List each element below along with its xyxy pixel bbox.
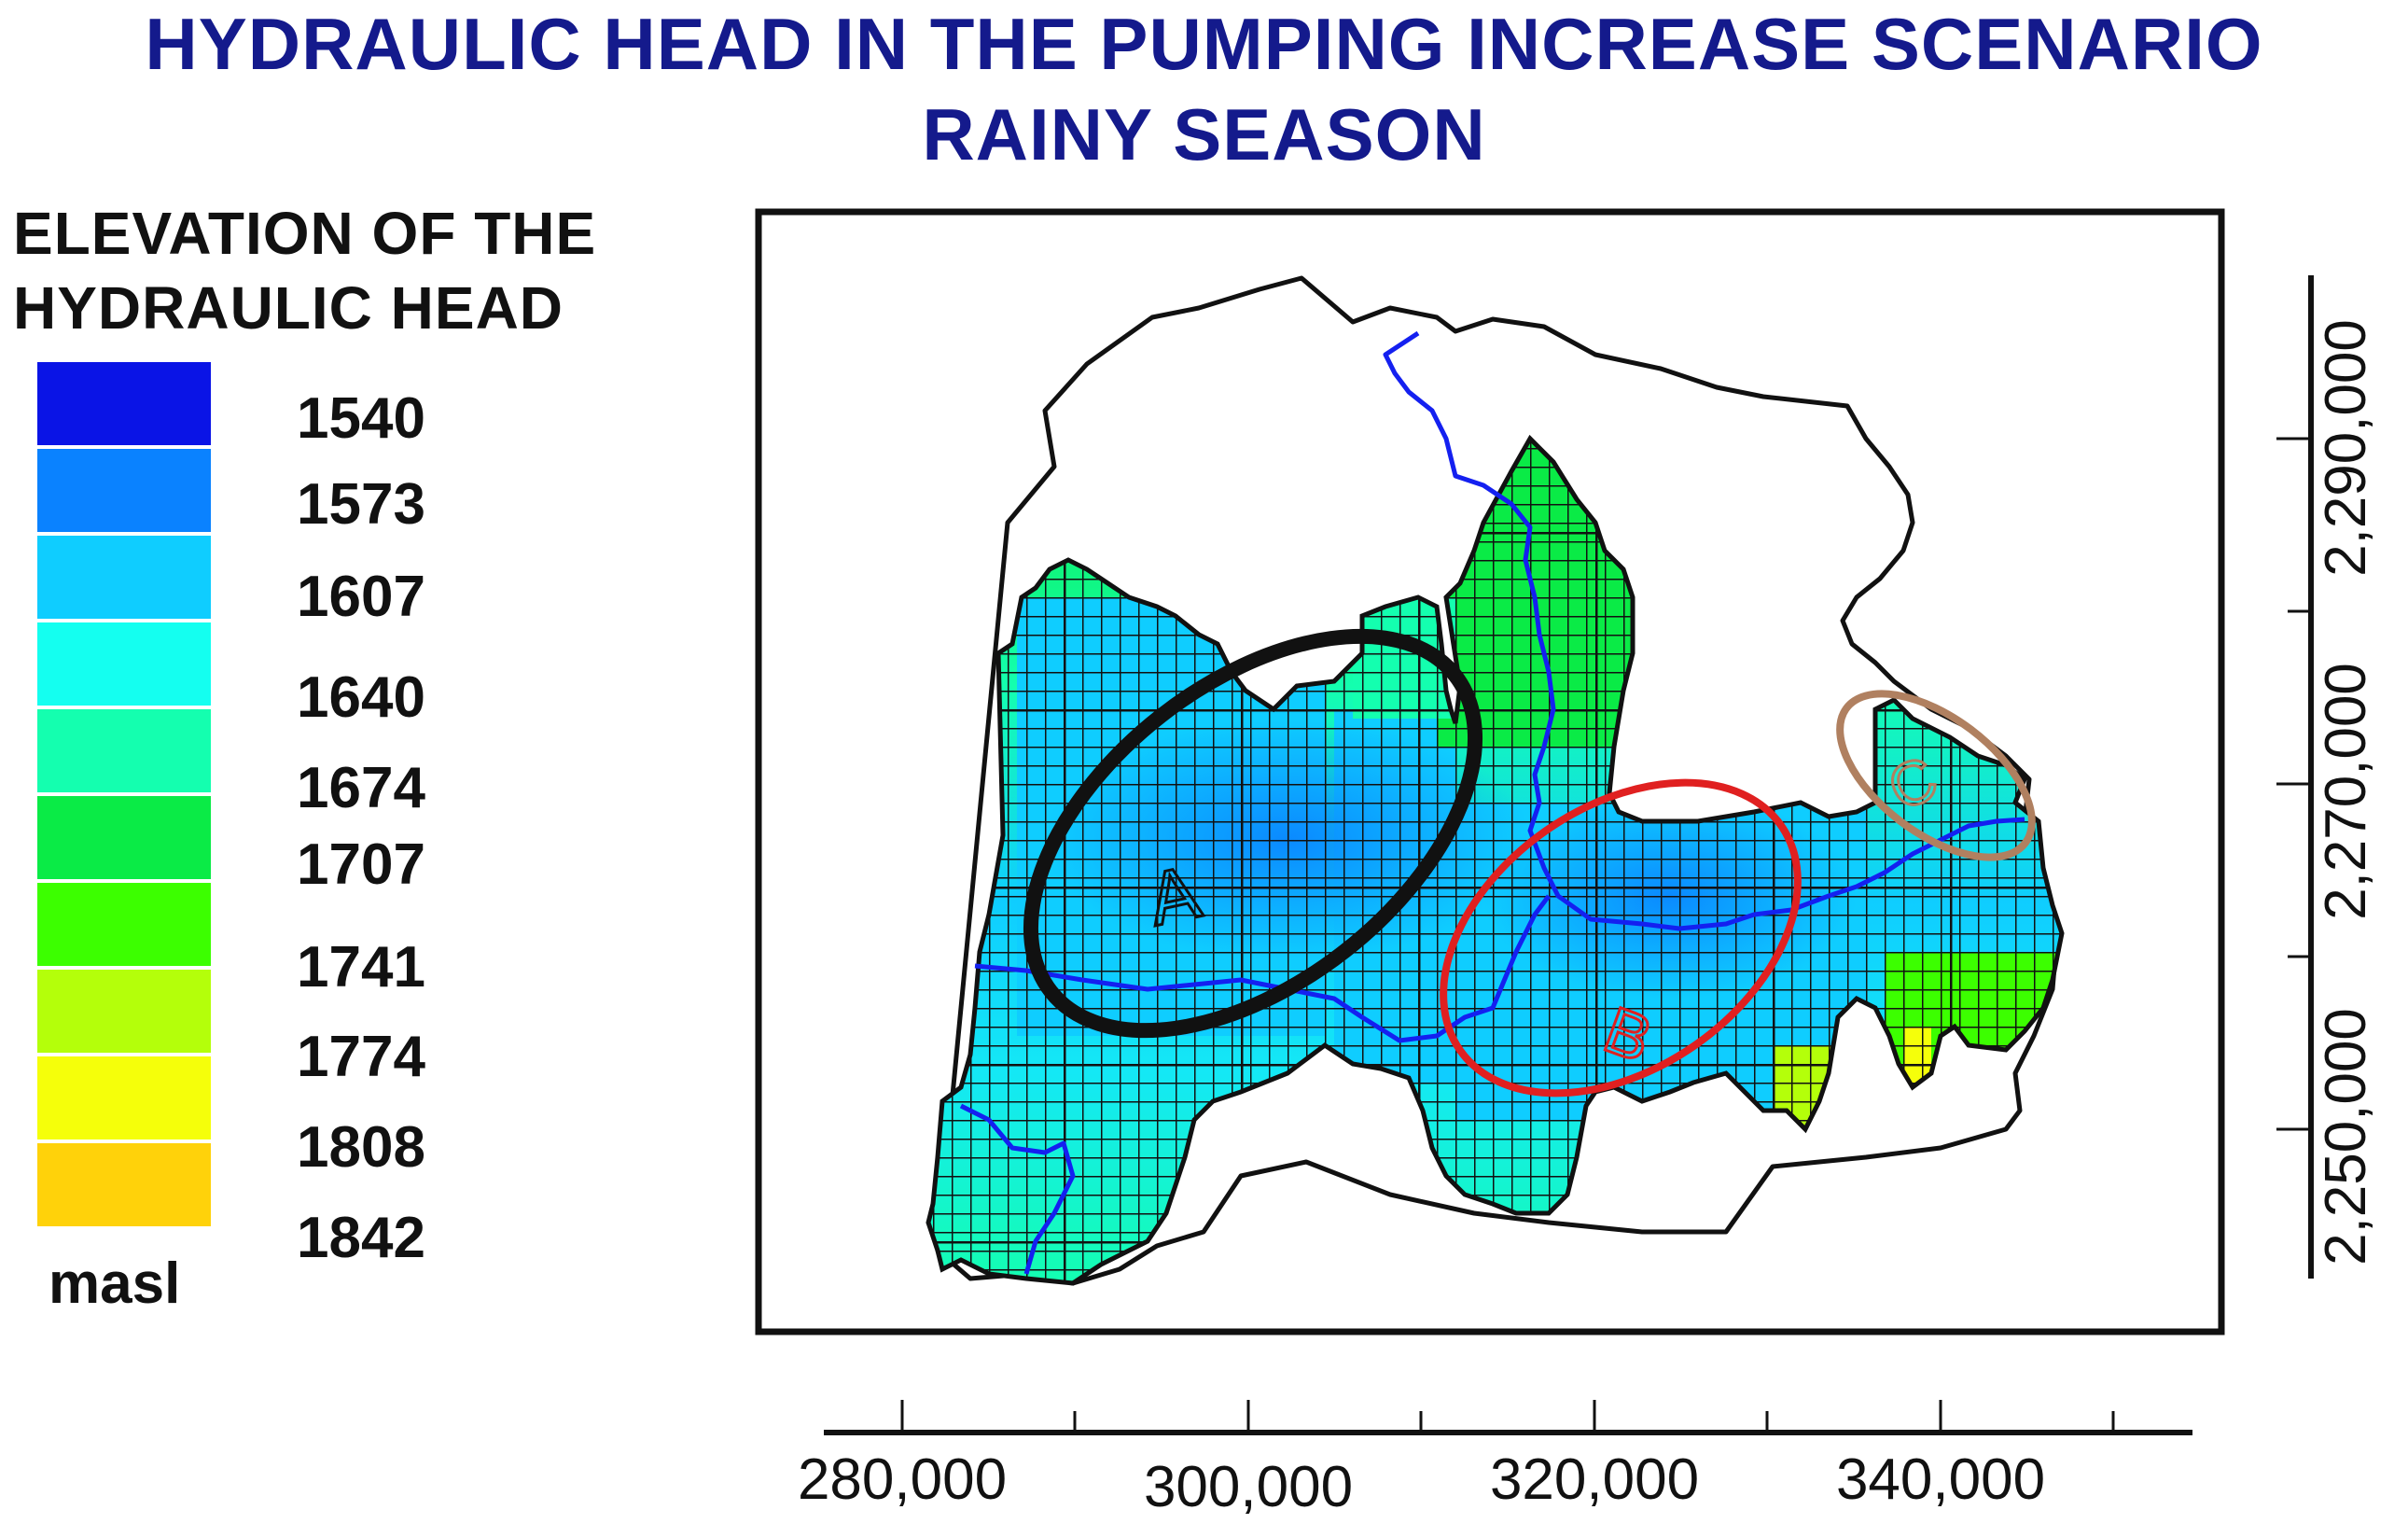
legend-label-1707: 1707 [297, 832, 425, 897]
y-tick-label-2270000: 2,270,000 [2314, 663, 2378, 920]
legend-label-1741: 1741 [297, 935, 425, 1000]
zone-b-outline [1440, 778, 1802, 1098]
zone-c-outline [1836, 690, 2036, 861]
legend-swatch-1607 [37, 536, 211, 622]
legend-label-1640: 1640 [297, 665, 425, 730]
legend-swatch-1741 [37, 883, 211, 969]
map-title-line1: HYDRAULIC HEAD IN THE PUMPING INCREASE S… [145, 3, 2263, 85]
river-west [974, 894, 1551, 1043]
river-main [1383, 330, 2025, 931]
legend-heading-line1: ELEVATION OF THE [13, 200, 597, 267]
x-tick-label-340000: 340,000 [1835, 1447, 2046, 1512]
legend-label-1540: 1540 [297, 386, 425, 451]
x-tick-label-300000: 300,000 [1143, 1455, 1354, 1519]
legend-label-1607: 1607 [297, 565, 425, 629]
y-tick-label-2250000: 2,250,000 [2314, 1008, 2378, 1265]
legend-swatch-1808 [37, 1056, 211, 1142]
legend-swatch-1640 [37, 622, 211, 708]
study-area-boundary [935, 275, 2060, 1286]
legend-swatch-1774 [37, 970, 211, 1056]
legend-label-1808: 1808 [297, 1115, 425, 1180]
legend-label-1774: 1774 [297, 1025, 425, 1089]
legend-swatch-1674 [37, 709, 211, 795]
river-southwest [959, 1103, 1076, 1275]
x-tick-label-320000: 320,000 [1489, 1447, 1700, 1512]
zone-a-outline [1023, 628, 1483, 1039]
legend-label-1674: 1674 [297, 756, 425, 820]
legend-swatch-1707 [37, 796, 211, 882]
legend-unit: masl [49, 1251, 181, 1316]
x-tick-label-280000: 280,000 [797, 1447, 1008, 1512]
legend-swatch-1842 [37, 1143, 211, 1229]
map-title-line2: RAINY SEASON [922, 93, 1486, 175]
legend-label-1573: 1573 [297, 472, 425, 537]
y-tick-label-2290000: 2,290,000 [2314, 319, 2378, 577]
legend-swatch-1573 [37, 449, 211, 535]
legend-label-1842: 1842 [297, 1206, 425, 1270]
legend-swatch-1540 [37, 362, 211, 448]
legend-heading-line2: HYDRAULIC HEAD [13, 274, 564, 342]
